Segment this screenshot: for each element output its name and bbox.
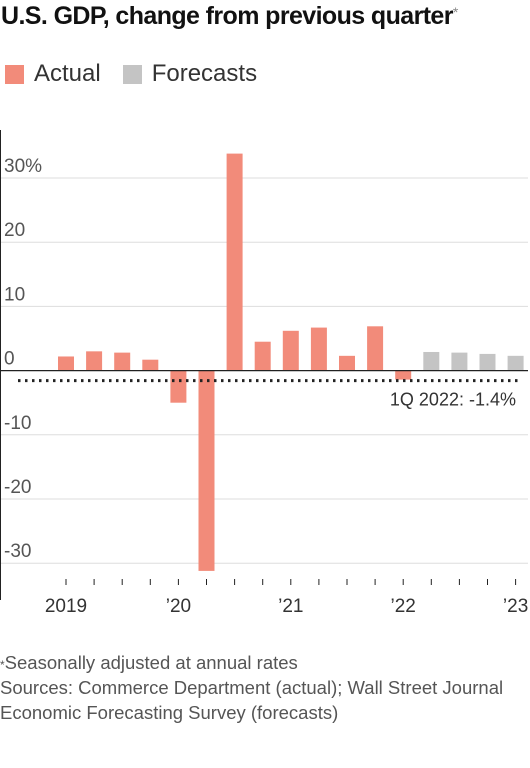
reference-line-label: 1Q 2022: -1.4% xyxy=(390,390,516,410)
y-tick-label-4: -10 xyxy=(4,413,31,434)
bar-actual-8 xyxy=(282,330,299,371)
footnote-note: *Seasonally adjusted at annual rates xyxy=(0,650,528,675)
gdp-bar-chart: 30% 20 10 0 -10 -20 -30 1Q 2022: -1.4% 2019 ’20 ’2… xyxy=(0,130,528,617)
bar-forecast-13 xyxy=(423,351,440,371)
x-tick-label-2: ’21 xyxy=(278,596,303,617)
legend-label-forecasts: Forecasts xyxy=(151,60,258,87)
bar-actual-0 xyxy=(58,356,74,371)
chart-title-text: U.S. GDP, change from previous quarter xyxy=(1,2,453,30)
bar-actual-2 xyxy=(114,352,131,371)
title-footnote-mark: * xyxy=(452,4,458,20)
bar-actual-1 xyxy=(86,351,103,371)
legend-label-actual: Actual xyxy=(34,60,101,87)
bar-actual-6 xyxy=(226,153,243,371)
bar-actual-10 xyxy=(339,355,355,371)
bar-actual-5 xyxy=(198,370,215,571)
bar-forecast-16 xyxy=(507,355,524,371)
bar-actual-3 xyxy=(142,359,159,371)
bar-actual-4 xyxy=(170,370,187,403)
bar-actual-7 xyxy=(254,341,271,371)
footnote-sources: Sources: Commerce Department (actual); W… xyxy=(0,677,504,723)
footnote-mark: * xyxy=(0,658,5,672)
x-tick-label-3: ’22 xyxy=(391,596,416,617)
bar-actual-12 xyxy=(395,370,412,380)
bar-forecast-14 xyxy=(451,352,468,371)
legend-swatch-actual xyxy=(5,64,24,84)
x-tick-label-0: 2019 xyxy=(45,596,87,617)
x-tick-label-4: ’23 xyxy=(503,596,528,617)
y-tick-label-6: -30 xyxy=(4,541,31,562)
y-tick-label-3: 0 xyxy=(4,349,15,370)
y-tick-label-2: 10 xyxy=(4,284,25,305)
x-tick-label-1: ’20 xyxy=(166,596,191,617)
y-tick-label-0: 30% xyxy=(4,156,42,177)
footnote-note-text: Seasonally adjusted at annual rates xyxy=(4,652,298,673)
y-tick-label-1: 20 xyxy=(4,220,25,241)
chart-title: U.S. GDP, change from previous quarter* xyxy=(1,2,458,31)
legend-swatch-forecasts xyxy=(122,64,142,84)
bar-actual-11 xyxy=(367,326,384,371)
y-tick-label-5: -20 xyxy=(4,477,31,498)
chart-legend: Actual Forecasts xyxy=(5,60,279,88)
legend-item-actual: Actual xyxy=(5,60,101,88)
bar-forecast-15 xyxy=(479,353,496,371)
legend-item-forecasts: Forecasts xyxy=(122,60,258,88)
chart-footnote: *Seasonally adjusted at annual rates Sou… xyxy=(0,650,528,725)
bar-actual-9 xyxy=(310,327,327,371)
